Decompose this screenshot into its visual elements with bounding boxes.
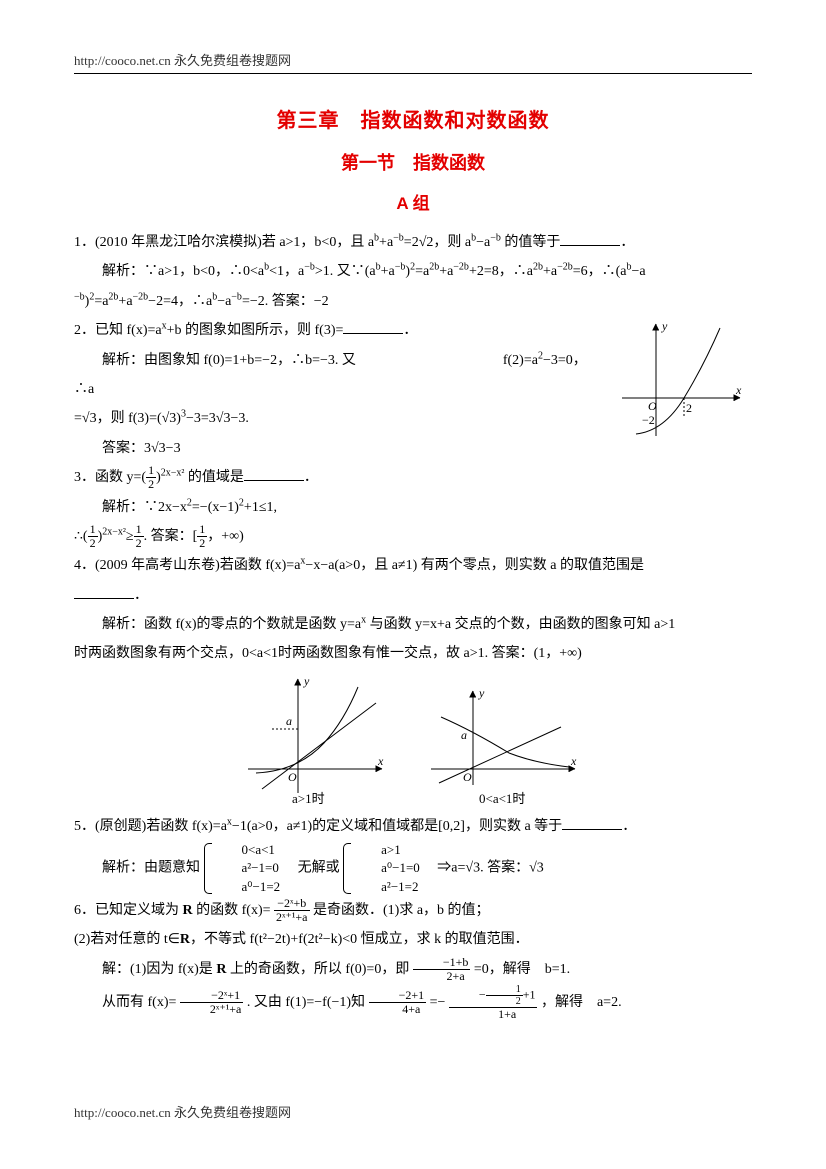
q1-stem: 1．(2010 年黑龙江哈尔滨模拟)若 a>1，b<0，且 ab+a−b=2√2… <box>74 228 752 257</box>
svg-text:y: y <box>303 674 310 688</box>
header-rule <box>74 73 752 74</box>
svg-text:y: y <box>478 686 485 700</box>
svg-text:O: O <box>288 770 297 784</box>
svg-text:a: a <box>461 728 467 742</box>
q1-solution-1: 解析：∵a>1，b<0，∴0<ab<1，a−b>1. 又∵(ab+a−b)2=a… <box>74 257 752 286</box>
q4-blank: ． <box>74 581 752 610</box>
q3-stem: 3．函数 y=(12)2x−x² 的值域是． <box>74 463 752 492</box>
q3-solution-2: ∴(12)2x−x²≥12. 答案：[12，+∞) <box>74 522 752 551</box>
q4-solution-2: 时两函数图象有两个交点，0<a<1时两函数图象有惟一交点，故 a>1. 答案：(… <box>74 639 752 668</box>
svg-text:2: 2 <box>686 401 692 415</box>
svg-text:a: a <box>286 714 292 728</box>
q6-stem: 6．已知定义域为 R 的函数 f(x)= −2ˣ+b2ˣ⁺¹+a 是奇函数．(1… <box>74 896 752 925</box>
q1-solution-2: −b)2=a2b+a−2b−2=4，∴ab−a−b=−2. 答案：−2 <box>74 287 752 316</box>
q6-part2: (2)若对任意的 t∈R，不等式 f(t²−2t)+f(2t²−k)<0 恒成立… <box>74 925 752 954</box>
q4-graphs: O x y a a>1时 <box>74 673 752 808</box>
svg-text:O: O <box>463 770 472 784</box>
svg-text:x: x <box>377 754 384 768</box>
q6-solution-2: 从而有 f(x)= −2ˣ+12ˣ⁺¹+a . 又由 f(1)=−f(−1)知 … <box>74 984 752 1021</box>
q4-solution-1: 解析：函数 f(x)的零点的个数就是函数 y=ax 与函数 y=x+a 交点的个… <box>74 610 752 639</box>
header-url: http://cooco.net.cn 永久免费组卷搜题网 <box>74 50 752 69</box>
svg-text:O: O <box>648 399 657 413</box>
q2-graph: O x y −2 2 <box>612 316 752 446</box>
q5-stem: 5．(原创题)若函数 f(x)=ax−1(a>0，a≠1)的定义域和值域都是[0… <box>74 812 752 841</box>
q4-stem: 4．(2009 年高考山东卷)若函数 f(x)=ax−x−a(a>0，且 a≠1… <box>74 551 752 580</box>
svg-text:0<a<1时: 0<a<1时 <box>479 791 525 806</box>
chapter-title: 第三章 指数函数和对数函数 <box>74 104 752 133</box>
q3-solution-1: 解析：∵2x−x2=−(x−1)2+1≤1, <box>74 493 752 522</box>
q6-solution-1: 解：(1)因为 f(x)是 R 上的奇函数，所以 f(0)=0，即 −1+b2+… <box>74 955 752 984</box>
section-title: 第一节 指数函数 <box>74 149 752 175</box>
svg-text:x: x <box>735 383 742 397</box>
svg-text:x: x <box>570 754 577 768</box>
q5-solution: 解析：由题意知 0<a<1 a²−1=0 a⁰−1=2 无解或 a>1 a⁰−1… <box>74 841 752 896</box>
svg-text:a>1时: a>1时 <box>292 791 325 806</box>
svg-text:−2: −2 <box>642 413 655 427</box>
group-title: A 组 <box>74 189 752 214</box>
footer-url: http://cooco.net.cn 永久免费组卷搜题网 <box>74 1102 291 1121</box>
content-body: 1．(2010 年黑龙江哈尔滨模拟)若 a>1，b<0，且 ab+a−b=2√2… <box>74 228 752 1021</box>
svg-text:y: y <box>661 319 668 333</box>
